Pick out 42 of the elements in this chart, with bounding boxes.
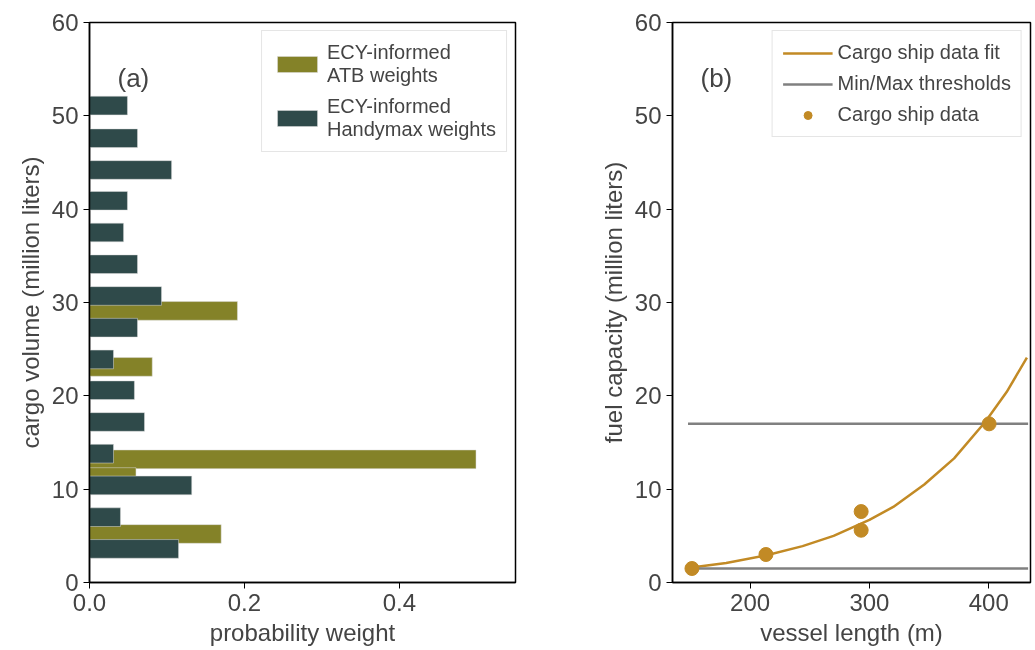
y-tick-label: 10 [51, 475, 79, 503]
bar [89, 128, 138, 148]
x-tick-label: 300 [849, 588, 890, 616]
bar [89, 222, 124, 243]
y-axis-title: cargo volume (million liters) [16, 156, 44, 449]
legend-label: Min/Max thresholds [837, 72, 1011, 95]
y-axis-title: fuel capacity (million liters) [599, 161, 627, 444]
x-axis-title: vessel length (m) [760, 618, 943, 646]
legend-label: ECY-informed Handymax weights [327, 95, 496, 141]
y-tick-label: 40 [51, 195, 79, 223]
bar [89, 191, 128, 211]
annotation: (a) [117, 62, 150, 93]
bar [89, 380, 135, 400]
y-tick-label: 30 [51, 289, 79, 316]
x-axis-title: probability weight [209, 618, 396, 646]
point [853, 504, 869, 520]
x-tick-label: 0.4 [382, 588, 417, 616]
y-tick-label: 50 [634, 102, 662, 130]
y-tick-label: 60 [51, 9, 79, 36]
annotation: (b) [700, 62, 733, 93]
x-tick-label: 0.2 [227, 588, 262, 616]
point [758, 547, 774, 562]
x-tick-label: 200 [730, 588, 771, 616]
bar [89, 95, 128, 116]
point [981, 416, 997, 432]
y-tick-label: 50 [51, 102, 79, 130]
legend-label: ECY-informed ATB weights [327, 41, 451, 87]
y-tick-label: 20 [634, 382, 662, 410]
y-tick-label: 40 [634, 195, 662, 223]
point [853, 522, 869, 538]
legend-label: Cargo ship data fit [837, 41, 1000, 64]
y-tick-label: 30 [634, 289, 662, 316]
point [684, 561, 700, 576]
bar [89, 160, 172, 180]
y-tick-label: 60 [634, 9, 662, 36]
x-tick-label: 400 [968, 588, 1009, 616]
legend-label: Cargo ship data [837, 103, 979, 126]
bar [89, 412, 145, 432]
y-tick-label: 20 [51, 382, 79, 410]
y-tick-label: 10 [634, 475, 662, 503]
bar [89, 254, 138, 274]
y-tick-label: 0 [648, 569, 662, 596]
